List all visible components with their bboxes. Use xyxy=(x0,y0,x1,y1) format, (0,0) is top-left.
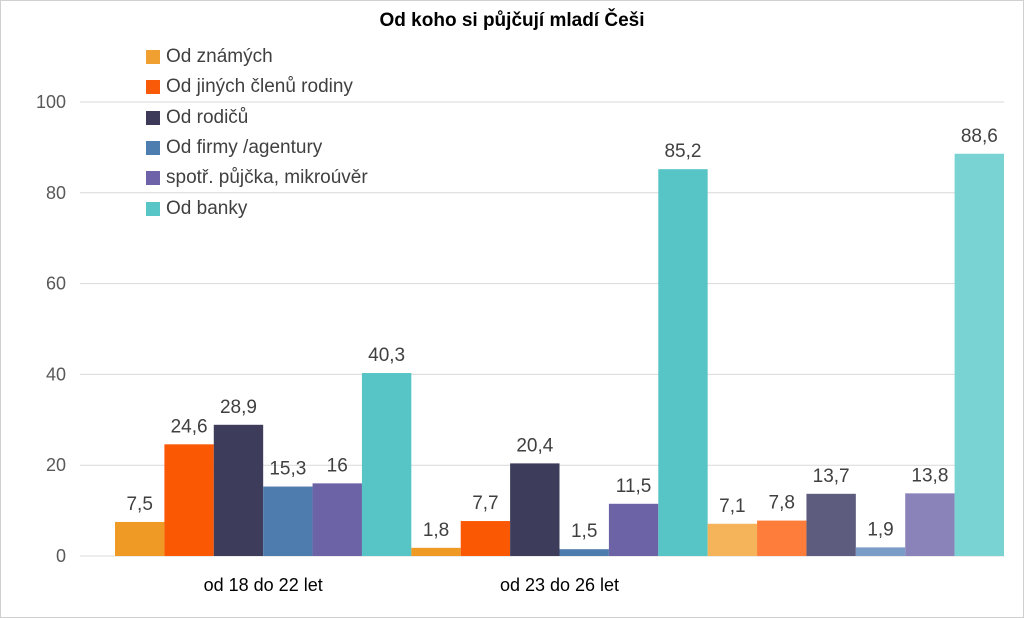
bar xyxy=(460,521,511,556)
data-label: 7,7 xyxy=(472,493,498,514)
legend-label: Od banky xyxy=(166,197,248,219)
data-label: 88,6 xyxy=(961,126,998,147)
legend-item-od-znamych: Od známých xyxy=(146,42,368,72)
data-label: 28,9 xyxy=(220,397,257,418)
bar xyxy=(361,373,412,556)
bar xyxy=(757,520,807,556)
data-label: 13,8 xyxy=(911,465,948,486)
data-label: 1,5 xyxy=(571,521,597,542)
data-label: 13,7 xyxy=(813,466,850,487)
legend-item-od-rodicu: Od rodičů xyxy=(146,103,368,133)
bar xyxy=(559,549,609,556)
y-tick-label: 20 xyxy=(46,455,66,475)
bar xyxy=(510,463,560,556)
data-label: 1,8 xyxy=(423,520,449,541)
data-label: 15,3 xyxy=(269,459,306,480)
legend-label: Od známých xyxy=(166,46,273,68)
y-tick-label: 0 xyxy=(56,546,66,566)
legend-label: Od jiných členů rodiny xyxy=(166,76,353,98)
data-label: 11,5 xyxy=(616,476,652,497)
chart-title: Od koho si půjčují mladí Češi xyxy=(379,10,645,31)
data-label: 7,5 xyxy=(126,494,152,515)
data-label: 7,8 xyxy=(769,493,795,514)
legend-item-od-banky: Od banky xyxy=(146,193,368,223)
bar xyxy=(806,493,856,556)
legend-swatch xyxy=(146,80,160,95)
legend-swatch xyxy=(146,201,160,216)
data-label: 16 xyxy=(327,455,348,476)
legend-label: Od firmy /agentury xyxy=(166,137,323,159)
bar xyxy=(312,483,362,556)
data-label: 24,6 xyxy=(171,416,208,437)
y-tick-label: 40 xyxy=(46,364,66,384)
legend-swatch xyxy=(146,110,160,125)
x-category-label: od 23 do 26 let xyxy=(500,575,619,595)
legend-item-od-jinych-clenu-rodiny: Od jiných členů rodiny xyxy=(146,72,368,102)
data-label: 1,9 xyxy=(867,519,893,540)
legend-label: spotř. půjčka, mikroúvěr xyxy=(166,167,368,189)
legend-swatch xyxy=(146,171,160,186)
bar xyxy=(263,486,313,556)
legend-label: Od rodičů xyxy=(166,106,249,128)
bar xyxy=(658,169,708,556)
data-label: 85,2 xyxy=(664,141,701,162)
y-tick-label: 100 xyxy=(36,92,66,112)
bar xyxy=(115,521,165,556)
bar xyxy=(855,547,906,556)
legend-swatch xyxy=(146,50,160,65)
data-label: 7,1 xyxy=(719,496,745,517)
y-tick-label: 80 xyxy=(46,183,66,203)
legend: Od známých Od jiných členů rodiny Od rod… xyxy=(146,42,368,224)
data-label: 40,3 xyxy=(368,345,405,366)
bar xyxy=(905,493,955,556)
data-label: 20,4 xyxy=(516,435,553,456)
bar xyxy=(707,523,758,556)
bar xyxy=(608,503,659,556)
legend-item-spotr-pujcka-mikrouver: spotř. půjčka, mikroúvěr xyxy=(146,163,368,193)
bar xyxy=(213,424,264,556)
bar xyxy=(954,153,1004,557)
bar xyxy=(411,547,461,556)
bar xyxy=(164,444,214,556)
legend-swatch xyxy=(146,141,160,156)
x-category-label: od 18 do 22 let xyxy=(204,575,323,595)
legend-item-od-firmy-agentury: Od firmy /agentury xyxy=(146,133,368,163)
y-tick-label: 60 xyxy=(46,274,66,294)
